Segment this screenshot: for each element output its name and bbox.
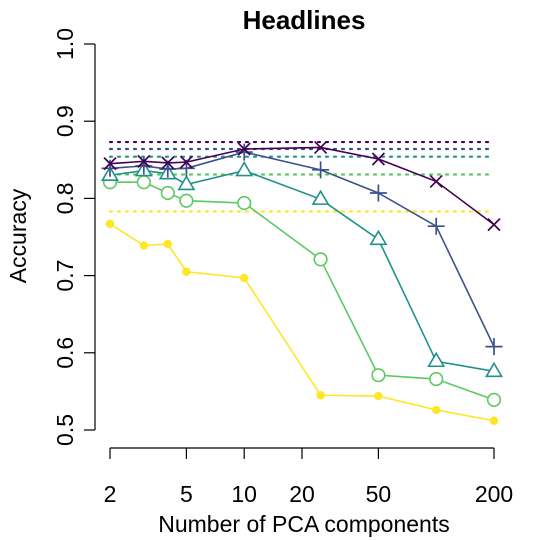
data-point <box>160 185 175 201</box>
axes: 2 5 10 20 50 200 0.5 0.6 0.7 0.8 0.9 1.0 <box>52 28 513 507</box>
data-point <box>137 154 151 168</box>
y-tick-label: 0.8 <box>52 182 78 214</box>
data-point <box>487 218 501 232</box>
data-point <box>316 391 325 400</box>
data-point <box>485 361 503 378</box>
series-line <box>109 223 495 422</box>
baselines <box>108 140 496 213</box>
data-point <box>311 189 330 205</box>
x-axis-title: Number of PCA components <box>158 511 449 537</box>
y-axis-title: Accuracy <box>5 188 31 283</box>
data-point <box>235 161 254 177</box>
data-point <box>432 405 441 415</box>
x-tick-label: 2 <box>104 481 117 507</box>
data-point <box>429 371 444 387</box>
data-point <box>182 267 191 276</box>
data-series <box>102 175 502 407</box>
data-point <box>163 239 172 249</box>
x-tick-label: 50 <box>366 481 392 507</box>
data-point <box>179 193 194 208</box>
x-tick-label: 5 <box>180 481 193 507</box>
data-point <box>240 273 249 283</box>
x-tick-label: 20 <box>289 481 315 507</box>
x-tick-label: 10 <box>231 481 257 507</box>
data-point <box>427 217 445 235</box>
y-tick-label: 1.0 <box>52 28 78 60</box>
data-point <box>179 155 194 169</box>
y-tick-label: 0.5 <box>52 414 78 446</box>
data-point <box>314 140 328 155</box>
data-point <box>136 175 151 190</box>
data-point <box>161 156 175 170</box>
data-series <box>101 161 503 378</box>
data-point <box>103 157 117 171</box>
series-group <box>101 140 503 425</box>
data-point <box>486 392 502 407</box>
data-point <box>313 252 328 267</box>
y-tick-label: 0.9 <box>52 105 78 137</box>
data-point <box>371 368 386 383</box>
x-tick-label: 200 <box>475 481 513 507</box>
data-point <box>485 338 503 356</box>
data-point <box>369 229 388 246</box>
data-point <box>237 195 252 211</box>
data-point <box>312 161 330 179</box>
data-series <box>103 140 501 232</box>
data-point <box>237 142 251 156</box>
series-line <box>109 169 495 373</box>
data-point <box>105 219 115 229</box>
data-point <box>489 416 499 425</box>
y-tick-label: 0.6 <box>52 337 78 369</box>
data-point <box>371 152 386 166</box>
data-point <box>429 174 443 189</box>
data-point <box>374 391 383 401</box>
data-point <box>369 184 387 202</box>
y-tick-label: 0.7 <box>52 260 78 292</box>
data-point <box>139 241 149 250</box>
data-point <box>427 351 446 368</box>
data-series <box>105 219 499 425</box>
chart-title: Headlines <box>243 5 366 35</box>
data-point <box>235 143 253 161</box>
data-point <box>177 174 196 191</box>
